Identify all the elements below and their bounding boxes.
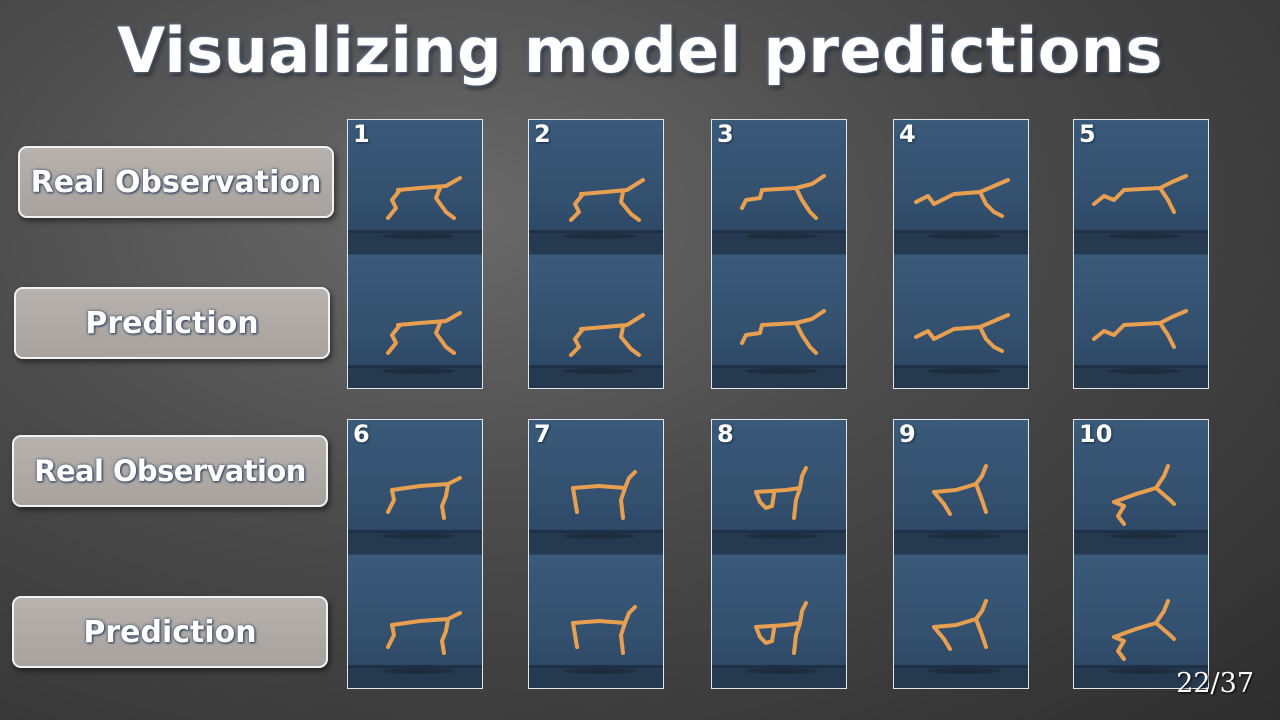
frame-3: 3 (711, 119, 847, 389)
prediction-image (1074, 555, 1208, 688)
label-real-observation-row1: Real Observation (18, 146, 334, 218)
frame-number: 5 (1079, 120, 1096, 148)
label-text: Prediction (83, 614, 257, 650)
frame-number: 6 (353, 420, 370, 448)
page-number: 22/37 (1176, 668, 1254, 699)
prediction-image (894, 255, 1028, 388)
prediction-image (894, 555, 1028, 688)
frame-1: 1 (347, 119, 483, 389)
frame-4: 4 (893, 119, 1029, 389)
prediction-image (529, 255, 663, 388)
label-text: Real Observation (30, 164, 322, 200)
frame-number: 2 (534, 120, 551, 148)
frame-number: 3 (717, 120, 734, 148)
real-observation-image (894, 420, 1028, 554)
label-prediction-row2: Prediction (12, 596, 328, 668)
real-observation-image (348, 120, 482, 254)
frame-number: 10 (1079, 420, 1113, 448)
label-text: Prediction (85, 305, 259, 341)
frame-9: 9 (893, 419, 1029, 689)
frame-number: 1 (353, 120, 370, 148)
slide-title: Visualizing model predictions (117, 14, 1163, 87)
prediction-image (712, 555, 846, 688)
label-prediction-row1: Prediction (14, 287, 330, 359)
prediction-image (529, 555, 663, 688)
real-observation-image (529, 120, 663, 254)
real-observation-image (894, 120, 1028, 254)
real-observation-image (1074, 120, 1208, 254)
real-observation-image (712, 120, 846, 254)
real-observation-image (1074, 420, 1208, 554)
frame-number: 8 (717, 420, 734, 448)
frame-7: 7 (528, 419, 664, 689)
prediction-image (348, 555, 482, 688)
real-observation-image (348, 420, 482, 554)
frame-number: 9 (899, 420, 916, 448)
frame-number: 4 (899, 120, 916, 148)
label-text: Real Observation (34, 454, 306, 488)
frame-2: 2 (528, 119, 664, 389)
prediction-image (712, 255, 846, 388)
prediction-image (1074, 255, 1208, 388)
frame-6: 6 (347, 419, 483, 689)
prediction-image (348, 255, 482, 388)
frame-number: 7 (534, 420, 551, 448)
frame-8: 8 (711, 419, 847, 689)
frame-5: 5 (1073, 119, 1209, 389)
frame-10: 10 (1073, 419, 1209, 689)
real-observation-image (712, 420, 846, 554)
real-observation-image (529, 420, 663, 554)
label-real-observation-row2: Real Observation (12, 435, 328, 507)
